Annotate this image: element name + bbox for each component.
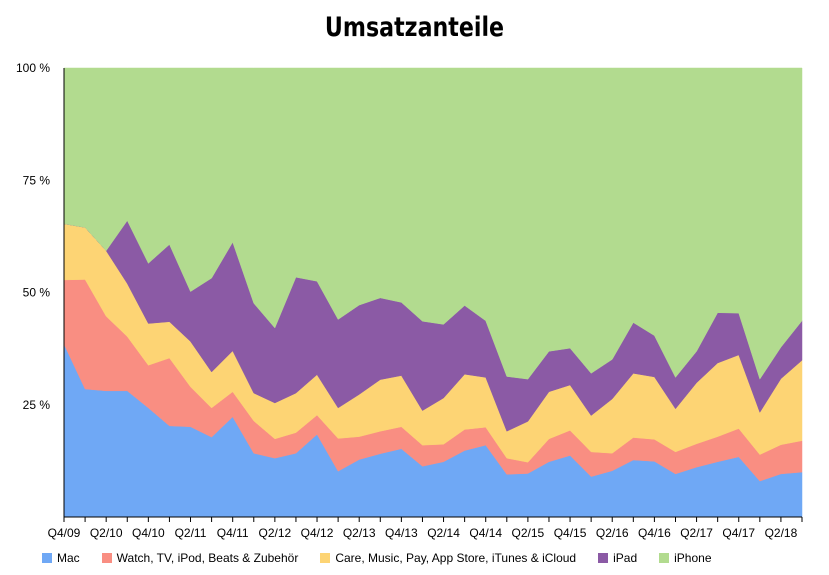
x-tick-label: Q2/12 bbox=[259, 526, 292, 540]
axes bbox=[63, 68, 802, 518]
legend-swatch bbox=[659, 553, 670, 563]
legend-swatch bbox=[320, 553, 331, 563]
legend: Mac Watch, TV, iPod, Beats & Zubehör Care… bbox=[42, 551, 734, 565]
x-tick-label: Q2/17 bbox=[680, 526, 713, 540]
x-tick-label: Q4/17 bbox=[722, 526, 755, 540]
x-tick-label: Q4/16 bbox=[638, 526, 671, 540]
x-tick-label: Q4/13 bbox=[385, 526, 418, 540]
legend-item: Care, Music, Pay, App Store, iTunes & iC… bbox=[320, 551, 576, 565]
legend-item: Mac bbox=[42, 551, 80, 565]
y-tick-label: 25 % bbox=[23, 398, 51, 412]
y-tick-label: 75 % bbox=[23, 173, 51, 187]
legend-swatch bbox=[598, 553, 609, 563]
x-axis-ticks: Q4/09 Q2/10 Q4/10 Q2/11 Q4/11 Q2/12 Q4/12 Q2/13… bbox=[48, 517, 803, 540]
x-tick-label: Q2/14 bbox=[427, 526, 460, 540]
x-tick-label: Q4/11 bbox=[217, 526, 249, 540]
legend-item: Watch, TV, iPod, Beats & Zubehör bbox=[101, 551, 299, 565]
x-tick-label: Q2/10 bbox=[90, 526, 123, 540]
legend-label: Care, Music, Pay, App Store, iTunes & iC… bbox=[335, 551, 577, 565]
x-tick-label: Q2/18 bbox=[765, 526, 798, 540]
x-tick-label: Q2/11 bbox=[175, 526, 207, 540]
legend-label: Watch, TV, iPod, Beats & Zubehör bbox=[116, 551, 299, 565]
legend-label: iPad bbox=[613, 551, 638, 565]
x-tick-label: Q2/15 bbox=[512, 526, 545, 540]
chart-title: Umsatzanteile bbox=[324, 12, 505, 43]
legend-item: iPad bbox=[598, 551, 637, 565]
y-tick-label: 100 % bbox=[16, 61, 50, 75]
legend-label: iPhone bbox=[674, 551, 712, 565]
x-tick-label: Q4/12 bbox=[301, 526, 334, 540]
x-tick-label: Q2/13 bbox=[343, 526, 376, 540]
area-layers bbox=[63, 67, 803, 518]
legend-swatch bbox=[42, 553, 52, 563]
y-tick-label: 50 % bbox=[23, 286, 51, 300]
x-tick-label: Q4/09 bbox=[48, 526, 81, 540]
legend-label: Mac bbox=[57, 551, 80, 565]
x-tick-label: Q4/15 bbox=[554, 526, 587, 540]
x-tick-label: Q2/16 bbox=[596, 526, 629, 540]
legend-swatch bbox=[101, 553, 112, 563]
area-series-4 bbox=[63, 67, 803, 380]
x-tick-label: Q4/10 bbox=[132, 526, 165, 540]
legend-item: iPhone bbox=[659, 551, 712, 565]
x-tick-label: Q4/14 bbox=[469, 526, 502, 540]
y-axis-ticks: 25 % 50 % 75 % 100 % bbox=[16, 61, 50, 412]
